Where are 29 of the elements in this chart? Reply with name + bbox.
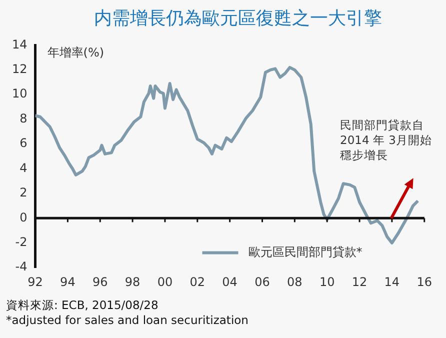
x-tick-label: 02 [190, 274, 206, 289]
x-tick-label: 06 [254, 274, 270, 289]
y-tick-label: 10 [12, 86, 28, 101]
x-tick-label: 04 [222, 274, 238, 289]
y-tick-label: 2 [20, 186, 28, 200]
x-tick-label: 08 [287, 274, 302, 289]
y-tick-label: 0 [20, 210, 28, 224]
y-tick-label: 14 [12, 37, 28, 52]
y-tick-label: 4 [20, 160, 28, 175]
x-tick-label: 00 [157, 274, 173, 289]
y-tick-label: -2 [15, 235, 28, 250]
y-tick-label: 8 [20, 111, 28, 126]
x-tick-label: 10 [319, 274, 335, 289]
x-tick-label: 14 [384, 274, 400, 289]
chart-title: 内需增長仍為歐元區復甦之一大引擎 [93, 7, 383, 30]
y-tick-label: -4 [15, 260, 28, 274]
x-tick-label: 98 [124, 274, 140, 289]
annotation: 民間部門貸款自2014 年 3月開始穩步增長 [340, 118, 433, 163]
x-tick-label: 94 [60, 274, 76, 289]
y-tick-label: 12 [12, 62, 28, 76]
x-tick-label: 96 [92, 274, 108, 289]
y-axis-title: 年增率(%) [47, 45, 104, 60]
text: *adjusted for sales and loan securitization [6, 313, 250, 328]
source-note: 資料來源: ECB, 2015/08/28 [6, 298, 160, 313]
x-tick-label: 92 [28, 274, 43, 289]
x-tick-label: 16 [416, 274, 432, 289]
x-tick-label: 12 [352, 274, 368, 289]
legend-label: 歐元區民間部門貸款* [248, 244, 362, 259]
y-tick-label: 6 [20, 136, 28, 150]
